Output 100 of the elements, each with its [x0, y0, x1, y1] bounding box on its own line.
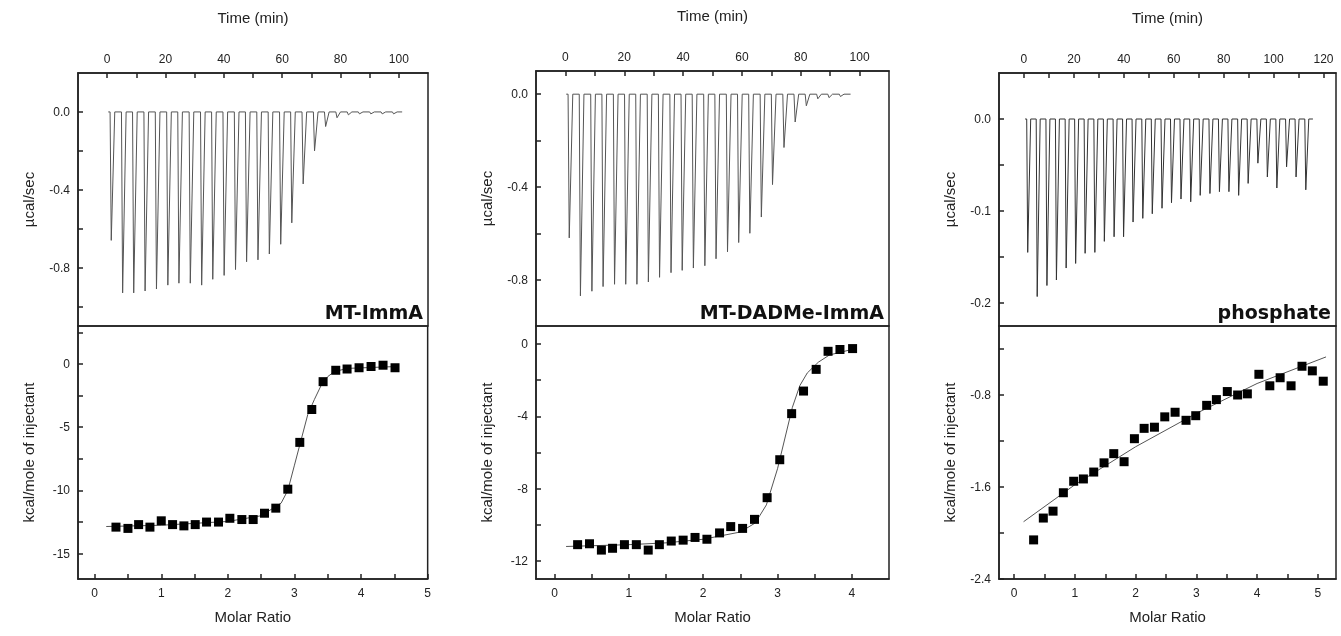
point	[1119, 457, 1129, 467]
y-axis-title: µcal/sec	[941, 171, 958, 228]
y-tick-label: 0	[63, 356, 71, 371]
x-axis-title: Molar Ratio	[674, 608, 751, 625]
point	[342, 364, 352, 374]
x-axis-title: Molar Ratio	[214, 608, 292, 625]
point	[1149, 422, 1159, 432]
x-axis-title: Time (min)	[217, 9, 289, 26]
line-series	[1024, 118, 1314, 298]
y-axis-title: kcal/mole of injectant	[20, 381, 37, 523]
annotation: MT-ImmA	[324, 300, 424, 323]
y-axis-title: µcal/sec	[20, 171, 37, 228]
point	[111, 522, 121, 532]
x-axis-title: Time (min)	[1131, 9, 1204, 26]
point	[202, 517, 212, 527]
x-tick-label: 4	[1253, 586, 1261, 600]
point	[1202, 400, 1212, 410]
x-tick-label: 20	[617, 50, 632, 64]
point	[1265, 381, 1275, 391]
line-series	[566, 93, 851, 297]
point	[690, 532, 700, 542]
point	[390, 363, 400, 373]
x-tick-label: 60	[275, 52, 290, 66]
point	[811, 364, 821, 374]
point	[1048, 506, 1058, 516]
point	[1181, 415, 1191, 425]
x-tick-label: 2	[1132, 586, 1140, 600]
point	[678, 535, 688, 545]
point	[295, 437, 305, 447]
point	[775, 455, 785, 465]
point	[654, 540, 664, 550]
point	[1058, 488, 1068, 498]
x-tick-label: 1	[625, 586, 633, 600]
y-axis-title: kcal/mole of injectant	[478, 381, 495, 523]
x-tick-label: 4	[357, 586, 365, 600]
y-tick-label: 0.0	[53, 104, 71, 119]
x-tick-label: 100	[388, 52, 410, 66]
y-tick-label: -0.1	[970, 204, 992, 218]
point	[1318, 376, 1328, 386]
point	[1089, 467, 1099, 477]
point	[1109, 449, 1119, 459]
x-tick-label: 2	[224, 586, 232, 600]
point	[179, 521, 189, 531]
point	[1297, 361, 1307, 371]
point	[214, 517, 224, 527]
x-tick-label: 100	[849, 50, 870, 64]
point	[1038, 513, 1048, 523]
point	[848, 344, 858, 354]
point	[271, 503, 281, 513]
point	[749, 514, 759, 524]
point	[145, 522, 155, 532]
point	[1191, 411, 1201, 421]
point	[248, 515, 258, 525]
x-tick-label: 80	[333, 52, 348, 66]
point	[585, 539, 595, 549]
x-tick-label: 1	[1071, 586, 1079, 600]
x-tick-label: 0	[91, 586, 99, 600]
x-tick-label: 40	[676, 50, 691, 64]
x-tick-label: 4	[848, 586, 856, 600]
point	[787, 409, 797, 419]
x-tick-label: 3	[291, 586, 299, 600]
point	[726, 522, 736, 532]
y-tick-label: -1.6	[970, 480, 992, 494]
point	[354, 363, 364, 373]
point	[1286, 381, 1296, 391]
x-tick-label: 20	[1067, 52, 1081, 66]
y-tick-label: -4	[517, 409, 529, 424]
y-tick-label: -15	[52, 546, 71, 561]
point	[631, 540, 641, 550]
x-tick-label: 3	[1193, 586, 1200, 600]
line-series	[1023, 356, 1327, 522]
point	[715, 528, 725, 538]
y-tick-label: -5	[59, 420, 71, 435]
point	[1233, 390, 1243, 400]
x-tick-label: 0	[1010, 586, 1018, 600]
point	[134, 520, 144, 530]
y-axis-title: µcal/sec	[478, 170, 495, 227]
x-tick-label: 40	[217, 52, 231, 66]
y-tick-label: -2.4	[970, 572, 992, 586]
point	[156, 516, 166, 526]
point	[596, 545, 606, 555]
y-tick-label: -0.2	[970, 296, 992, 310]
y-tick-label: 0	[521, 337, 529, 352]
point	[702, 534, 712, 544]
point	[1029, 535, 1039, 545]
point	[1242, 389, 1252, 399]
point	[1254, 369, 1264, 379]
x-tick-label: 1	[157, 586, 165, 600]
point	[237, 515, 247, 525]
line-series	[108, 111, 403, 294]
point	[1139, 423, 1149, 433]
annotation: phosphate	[1217, 300, 1331, 323]
point	[259, 508, 269, 518]
x-tick-label: 60	[735, 50, 749, 64]
x-axis-title: Molar Ratio	[1129, 608, 1206, 625]
x-tick-label: 0	[1020, 52, 1028, 66]
x-tick-label: 20	[158, 52, 173, 66]
point	[1222, 387, 1232, 397]
y-tick-label: -0.4	[507, 179, 529, 194]
point	[823, 346, 833, 356]
